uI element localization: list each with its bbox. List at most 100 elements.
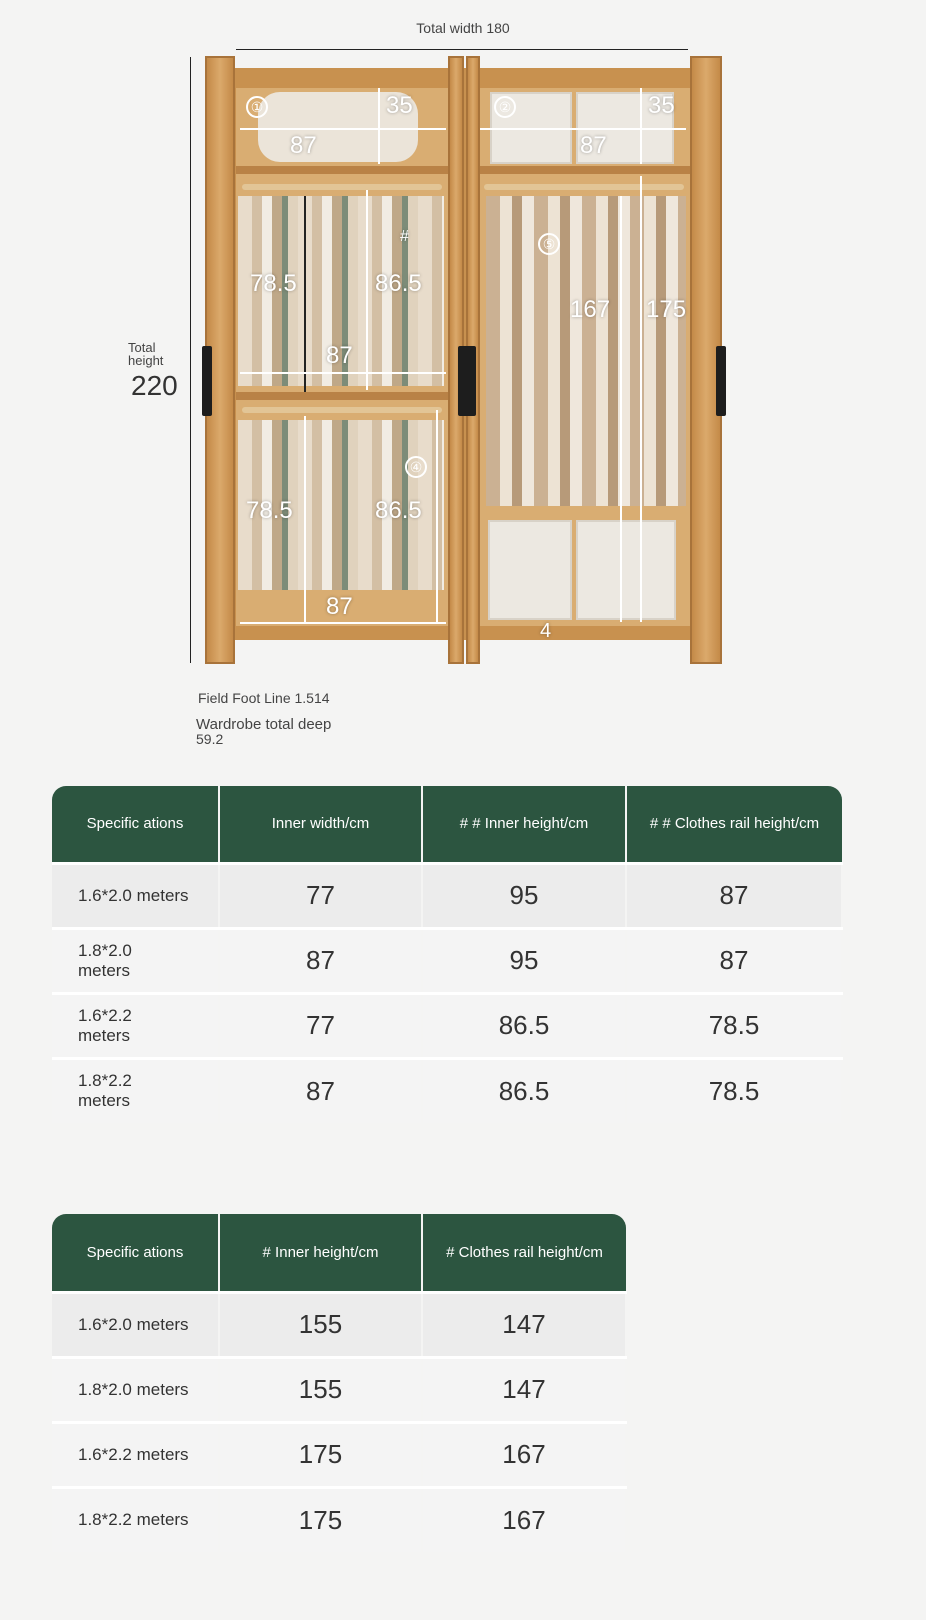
height-value: 35 bbox=[648, 92, 675, 119]
width-dimension-line bbox=[236, 49, 688, 50]
height-dimension-line bbox=[190, 57, 191, 663]
cell: 77 bbox=[219, 991, 423, 1058]
total-height-label: Total height bbox=[128, 340, 164, 368]
width-value: 87 bbox=[290, 132, 317, 159]
cell: 87 bbox=[626, 926, 843, 993]
dimension-line bbox=[640, 176, 642, 622]
door-handle bbox=[716, 346, 726, 416]
cell: 87 bbox=[219, 926, 423, 993]
dimension-line bbox=[620, 196, 622, 622]
cell: 78.5 bbox=[626, 1056, 843, 1123]
table-row: 1.6*2.2 meters 175 167 bbox=[52, 1420, 627, 1487]
spec-table-2: Specific ations # Inner height/cm # Clot… bbox=[52, 1214, 627, 1552]
total-deep-value: 59.2 bbox=[196, 731, 224, 747]
cell: 86.5 bbox=[422, 1056, 627, 1123]
table-row: 1.8*2.2 meters 87 86.5 78.5 bbox=[52, 1056, 843, 1123]
shelf bbox=[478, 166, 690, 174]
cell: 1.6*2.0 meters bbox=[52, 1290, 220, 1357]
door-handle bbox=[202, 346, 212, 416]
rail-height-value: 78.5 bbox=[250, 270, 297, 297]
table-row: 1.6*2.0 meters 77 95 87 bbox=[52, 861, 843, 928]
column-header: Inner width/cm bbox=[219, 786, 423, 863]
table-row: 1.6*2.2 meters 77 86.5 78.5 bbox=[52, 991, 843, 1058]
dimension-line bbox=[304, 196, 306, 392]
hanging-clothes bbox=[486, 196, 686, 506]
spec-table-1: Specific ations Inner width/cm # # Inner… bbox=[52, 786, 843, 1123]
cell: 147 bbox=[422, 1290, 627, 1357]
cell: 78.5 bbox=[626, 991, 843, 1058]
cell: 1.6*2.0 meters bbox=[52, 861, 220, 928]
cell: 147 bbox=[422, 1355, 627, 1422]
cell: 1.8*2.2 meters bbox=[52, 1485, 220, 1552]
table-row: 1.8*2.0 meters 155 147 bbox=[52, 1355, 627, 1422]
cell: 95 bbox=[422, 861, 627, 928]
cell: 155 bbox=[219, 1355, 423, 1422]
rail-height-value: 78.5 bbox=[246, 497, 293, 524]
cell: 167 bbox=[422, 1420, 627, 1487]
duvet bbox=[258, 92, 418, 162]
shelf bbox=[236, 166, 448, 174]
shelf bbox=[236, 392, 448, 400]
total-deep-label: Wardrobe total deep bbox=[196, 716, 332, 733]
cell: 77 bbox=[219, 861, 423, 928]
table-header-row: Specific ations # Inner height/cm # Clot… bbox=[52, 1214, 626, 1292]
table-row: 1.8*2.2 meters 175 167 bbox=[52, 1485, 627, 1552]
column-header: # Clothes rail height/cm bbox=[422, 1214, 626, 1292]
dimension-line bbox=[480, 128, 686, 130]
clothes-rail bbox=[242, 407, 442, 413]
cell: 1.8*2.0 meters bbox=[52, 1355, 220, 1422]
hanging-clothes bbox=[238, 420, 444, 590]
table-row: 1.8*2.0 meters 87 95 87 bbox=[52, 926, 843, 993]
column-header: Specific ations bbox=[52, 786, 220, 863]
dimension-line bbox=[366, 190, 368, 390]
drawer-box bbox=[488, 520, 572, 620]
table-row: 1.6*2.0 meters 155 147 bbox=[52, 1290, 627, 1357]
inner-height-value: 86.5 bbox=[375, 270, 422, 297]
dimension-line bbox=[240, 372, 446, 374]
width-value: 87 bbox=[326, 593, 353, 620]
rail-height-value: 167 bbox=[570, 296, 611, 323]
cell: 175 bbox=[219, 1420, 423, 1487]
cell: 167 bbox=[422, 1485, 627, 1552]
cell: 1.8*2.0 meters bbox=[52, 926, 220, 993]
cell: 86.5 bbox=[422, 991, 627, 1058]
compartment-marker: ① bbox=[246, 96, 268, 118]
width-value: 87 bbox=[326, 342, 353, 369]
dimension-line bbox=[304, 416, 306, 624]
foot-line-label: Field Foot Line 1.514 bbox=[198, 690, 330, 706]
inner-height-value: 86.5 bbox=[375, 497, 422, 524]
column-header: Specific ations bbox=[52, 1214, 220, 1292]
width-value: 87 bbox=[580, 132, 607, 159]
column-header: # # Inner height/cm bbox=[422, 786, 627, 863]
dimension-line bbox=[240, 622, 446, 624]
column-header: # # Clothes rail height/cm bbox=[626, 786, 842, 863]
cell: 155 bbox=[219, 1290, 423, 1357]
compartment-marker: ② bbox=[494, 96, 516, 118]
total-width-label: Total width 180 bbox=[416, 20, 510, 36]
cell: 87 bbox=[626, 861, 843, 928]
door-handle bbox=[458, 346, 476, 416]
cell: 1.6*2.2 meters bbox=[52, 1420, 220, 1487]
cell: 1.6*2.2 meters bbox=[52, 991, 220, 1058]
dimension-line bbox=[378, 88, 380, 164]
hanging-clothes bbox=[238, 196, 444, 386]
compartment-marker: ④ bbox=[405, 456, 427, 478]
dimension-line bbox=[640, 88, 642, 164]
total-height-value: 220 bbox=[131, 370, 178, 401]
bottom-gap-value: 4 bbox=[540, 620, 552, 642]
compartment-marker: # bbox=[400, 228, 409, 245]
clothes-rail bbox=[242, 184, 442, 190]
inner-height-value: 175 bbox=[646, 296, 687, 323]
dimension-line bbox=[436, 410, 438, 624]
cell: 175 bbox=[219, 1485, 423, 1552]
compartment-marker: ⑤ bbox=[538, 233, 560, 255]
column-header: # Inner height/cm bbox=[219, 1214, 423, 1292]
drawer-box bbox=[576, 520, 676, 620]
dimension-line bbox=[240, 128, 446, 130]
cell: 1.8*2.2 meters bbox=[52, 1056, 220, 1123]
clothes-rail bbox=[484, 184, 684, 190]
cell: 87 bbox=[219, 1056, 423, 1123]
height-value: 35 bbox=[386, 92, 413, 119]
table-header-row: Specific ations Inner width/cm # # Inner… bbox=[52, 786, 842, 863]
cell: 95 bbox=[422, 926, 627, 993]
